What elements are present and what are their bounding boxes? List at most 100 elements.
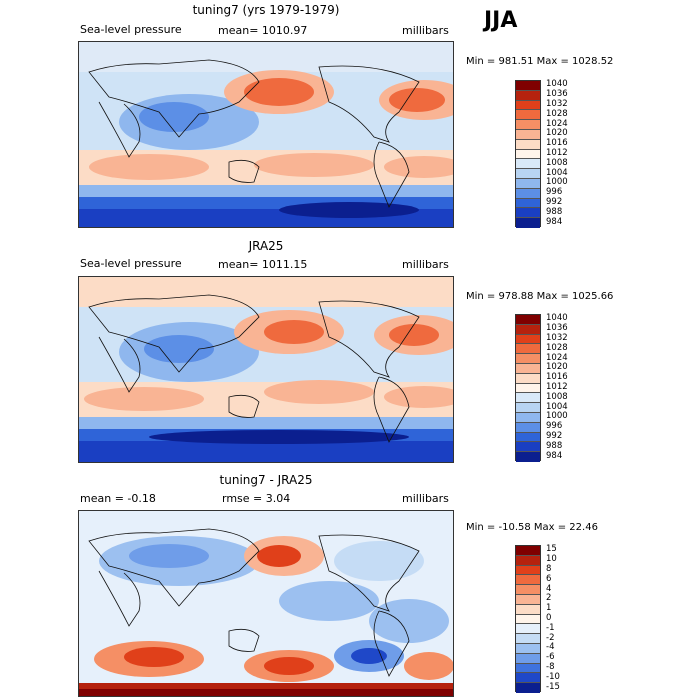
colorbar-label: -10 [546,671,560,682]
colorbar-swatch [516,403,540,413]
panel-3-minmax: Min = -10.58 Max = 22.46 [466,522,598,533]
colorbar-swatch [516,81,540,91]
colorbar-swatch [516,673,540,684]
panel-3-colorbar [515,545,541,693]
colorbar-label: 988 [546,440,563,451]
colorbar-label: 1032 [546,333,568,343]
colorbar-label: -2 [546,632,555,643]
colorbar-swatch [516,565,540,576]
colorbar-swatch [516,383,540,394]
colorbar-label: 1036 [546,89,568,100]
panel-1-mean: mean= 1010.97 [218,24,308,37]
colorbar-swatch [516,412,540,423]
panel-1-colorbar [515,80,541,228]
colorbar-swatch [516,178,540,189]
panel-2-colorbar [515,314,541,462]
colorbar-label: 1040 [546,79,568,90]
panel-3-units: millibars [402,492,449,505]
colorbar-label: -15 [546,681,560,692]
colorbar-swatch [516,624,540,635]
colorbar-swatch [516,218,540,228]
colorbar-swatch [516,198,540,209]
colorbar-swatch [516,208,540,219]
colorbar-label: 1000 [546,177,568,188]
panel-2-units: millibars [402,258,449,271]
colorbar-swatch [516,643,540,654]
colorbar-swatch [516,139,540,150]
panel-3-map [78,510,454,697]
colorbar-label: 1004 [546,167,568,178]
panel-2-title: JRA25 [248,239,284,253]
colorbar-label: -4 [546,642,555,653]
colorbar-label: 996 [546,187,563,198]
colorbar-label: 1028 [546,342,568,353]
panel-3-mean: mean = -0.18 [80,492,156,505]
colorbar-label: -6 [546,652,555,663]
colorbar-label: 1 [546,603,552,614]
colorbar-swatch [516,604,540,615]
colorbar-label: -8 [546,662,555,672]
colorbar-label: 984 [546,450,563,461]
colorbar-label: 2 [546,593,552,604]
colorbar-swatch [516,442,540,453]
colorbar-swatch [516,344,540,355]
panel-2-mean: mean= 1011.15 [218,258,308,271]
panel-2-variable: Sea-level pressure [80,257,182,270]
panel-3-rmse: rmse = 3.04 [222,492,291,505]
panel-3-title: tuning7 - JRA25 [219,473,313,487]
panel-1-map [78,41,454,228]
colorbar-label: 15 [546,544,557,555]
colorbar-label: 1016 [546,138,568,149]
colorbar-label: 1032 [546,99,568,109]
colorbar-swatch [516,653,540,664]
colorbar-label: 1000 [546,411,568,422]
colorbar-label: -1 [546,622,555,633]
colorbar-swatch [516,575,540,586]
colorbar-swatch [516,110,540,121]
colorbar-label: 992 [546,431,563,441]
colorbar-label: 1024 [546,118,568,129]
colorbar-swatch [516,555,540,566]
colorbar-label: 1020 [546,128,568,139]
panel-1-minmax: Min = 981.51 Max = 1028.52 [466,56,614,67]
colorbar-swatch [516,363,540,374]
colorbar-swatch [516,188,540,199]
colorbar-label: 10 [546,554,557,565]
colorbar-label: 992 [546,197,563,207]
colorbar-label: 1008 [546,391,568,402]
colorbar-swatch [516,393,540,404]
panel-2-minmax: Min = 978.88 Max = 1025.66 [466,291,614,302]
panel-2-map [78,276,454,463]
colorbar-label: 1016 [546,372,568,383]
colorbar-swatch [516,324,540,335]
colorbar-swatch [516,334,540,345]
colorbar-label: 6 [546,573,552,584]
colorbar-swatch [516,100,540,111]
colorbar-swatch [516,585,540,595]
colorbar-swatch [516,546,540,556]
colorbar-label: 1008 [546,157,568,168]
panel-1-variable: Sea-level pressure [80,23,182,36]
colorbar-label: 1036 [546,323,568,334]
colorbar-swatch [516,169,540,179]
colorbar-swatch [516,594,540,605]
season-label: JJA [484,8,518,33]
colorbar-swatch [516,432,540,443]
colorbar-swatch [516,90,540,101]
colorbar-swatch [516,120,540,130]
colorbar-swatch [516,149,540,160]
colorbar-swatch [516,373,540,384]
colorbar-swatch [516,354,540,364]
colorbar-label: 0 [546,613,552,623]
colorbar-label: 1024 [546,352,568,363]
colorbar-label: 1040 [546,313,568,324]
colorbar-swatch [516,663,540,674]
colorbar-label: 988 [546,206,563,217]
panel-1-units: millibars [402,24,449,37]
colorbar-swatch [516,683,540,693]
colorbar-swatch [516,634,540,644]
colorbar-label: 984 [546,216,563,227]
colorbar-label: 1012 [546,382,568,392]
colorbar-label: 1004 [546,401,568,412]
colorbar-swatch [516,452,540,462]
